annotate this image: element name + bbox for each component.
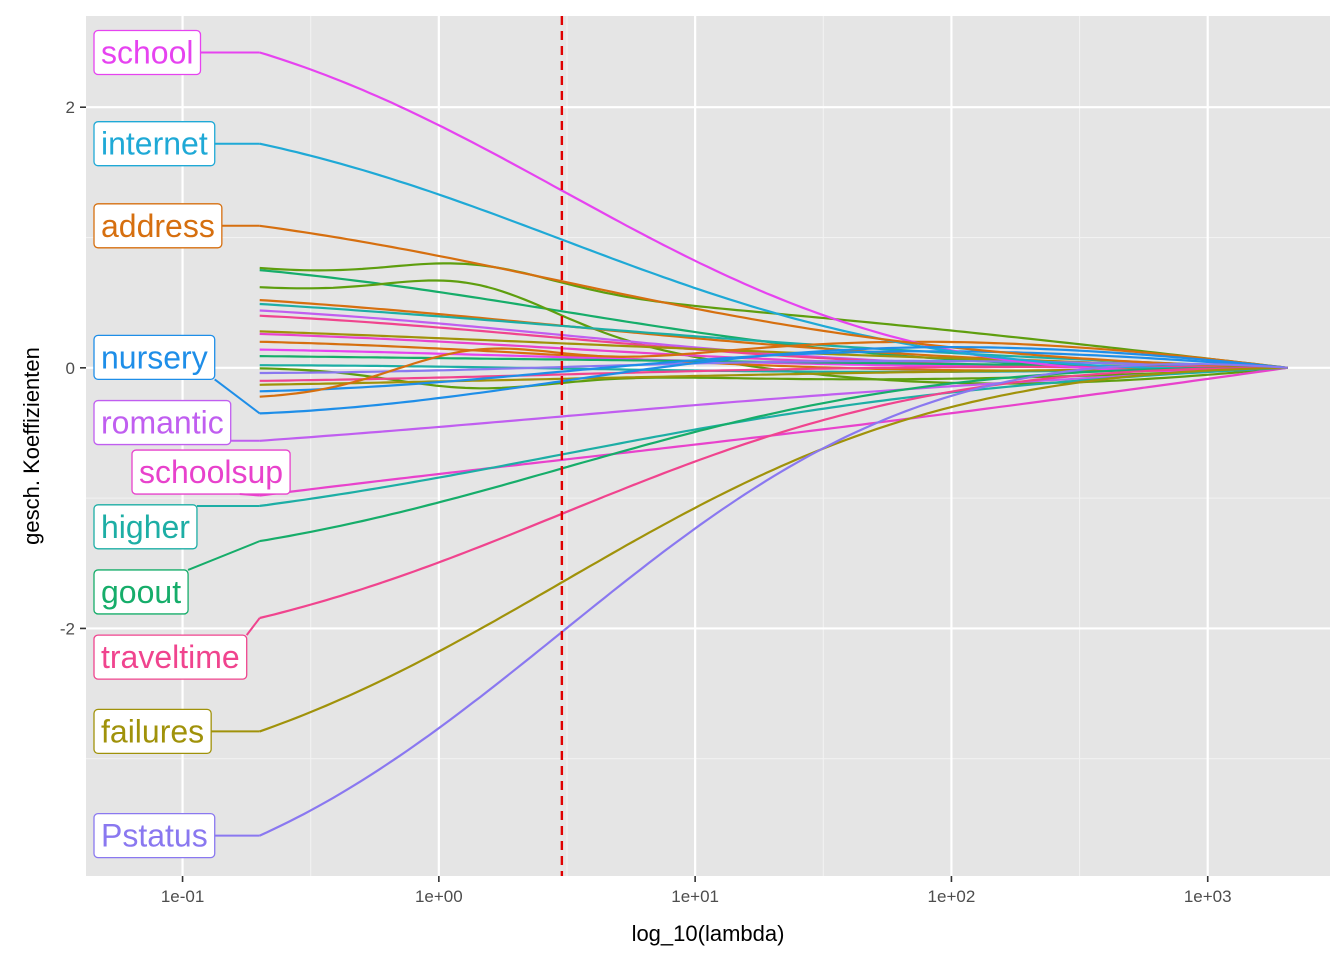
coefficient-line-goout xyxy=(259,366,1288,543)
series-label-schoolsup: schoolsup xyxy=(131,449,291,497)
x-axis-title: log_10(lambda) xyxy=(632,921,785,946)
coefficient-line-traveltime xyxy=(259,366,1288,620)
coefficient-line-pstatus xyxy=(259,362,1288,837)
series-label-text: higher xyxy=(101,509,190,545)
series-label-text: internet xyxy=(101,126,208,162)
series-label-text: address xyxy=(101,208,215,244)
series-label-box xyxy=(93,399,232,446)
series-label-text: nursery xyxy=(101,339,208,375)
coefficient-line-failures xyxy=(259,366,1288,733)
series-label-leader xyxy=(214,378,261,415)
coefficient-line xyxy=(259,340,1288,398)
x-tick-label: 1e-01 xyxy=(161,887,204,906)
x-tick-label: 1e+00 xyxy=(415,887,463,906)
coefficient-line-romantic xyxy=(259,366,1288,442)
series-label-romantic: romantic xyxy=(93,399,260,446)
series-label-traveltime: traveltime xyxy=(93,617,261,680)
series-label-address: address xyxy=(93,203,260,249)
series-label-text: schoolsup xyxy=(139,454,283,490)
plot-panel xyxy=(86,16,1330,876)
y-tick-label: 2 xyxy=(66,98,75,117)
series-label-text: school xyxy=(101,34,194,70)
series-label-pstatus: Pstatus xyxy=(93,812,260,859)
series-label-text: goout xyxy=(101,574,181,610)
coefficient-line xyxy=(259,366,1288,390)
series-label-text: Pstatus xyxy=(101,818,208,854)
axes: 1e-01 1e+00 1e+01 1e+02 1e+03 2 0 -2 xyxy=(60,98,1232,906)
coefficient-line-nursery xyxy=(259,346,1288,415)
series-label-text: failures xyxy=(101,713,204,749)
coefficient-line xyxy=(259,359,1288,375)
series-label-failures: failures xyxy=(93,708,260,755)
series-label-leader xyxy=(239,493,260,497)
series-label-internet: internet xyxy=(93,121,260,167)
x-tick-label: 1e+01 xyxy=(671,887,719,906)
minor-gridlines xyxy=(86,16,1330,876)
series-label-box xyxy=(131,449,291,495)
series-label-school: school xyxy=(93,29,260,76)
y-axis-title: gesch. Koeffizienten xyxy=(19,347,44,545)
series-label-box xyxy=(93,334,216,381)
series-label-text: traveltime xyxy=(101,639,240,675)
series-label-box xyxy=(93,569,189,615)
series-label-goout: goout xyxy=(93,540,261,615)
series-label-text: romantic xyxy=(101,405,224,441)
series-label-higher: higher xyxy=(93,504,260,550)
coefficient-line-address xyxy=(259,224,1288,369)
series-label-nursery: nursery xyxy=(93,334,261,415)
x-tick-label: 1e+02 xyxy=(928,887,976,906)
series-label-box xyxy=(93,504,198,550)
x-tick-label: 1e+03 xyxy=(1184,887,1232,906)
y-tick-label: 0 xyxy=(66,359,75,378)
series-label-leader xyxy=(245,617,261,636)
series-label-leader xyxy=(187,540,261,571)
series-label-box xyxy=(93,634,248,680)
series-labels: school internet address nursery romantic scho… xyxy=(93,29,291,859)
coefficient-lines xyxy=(259,51,1288,837)
y-tick-label: -2 xyxy=(60,619,75,638)
